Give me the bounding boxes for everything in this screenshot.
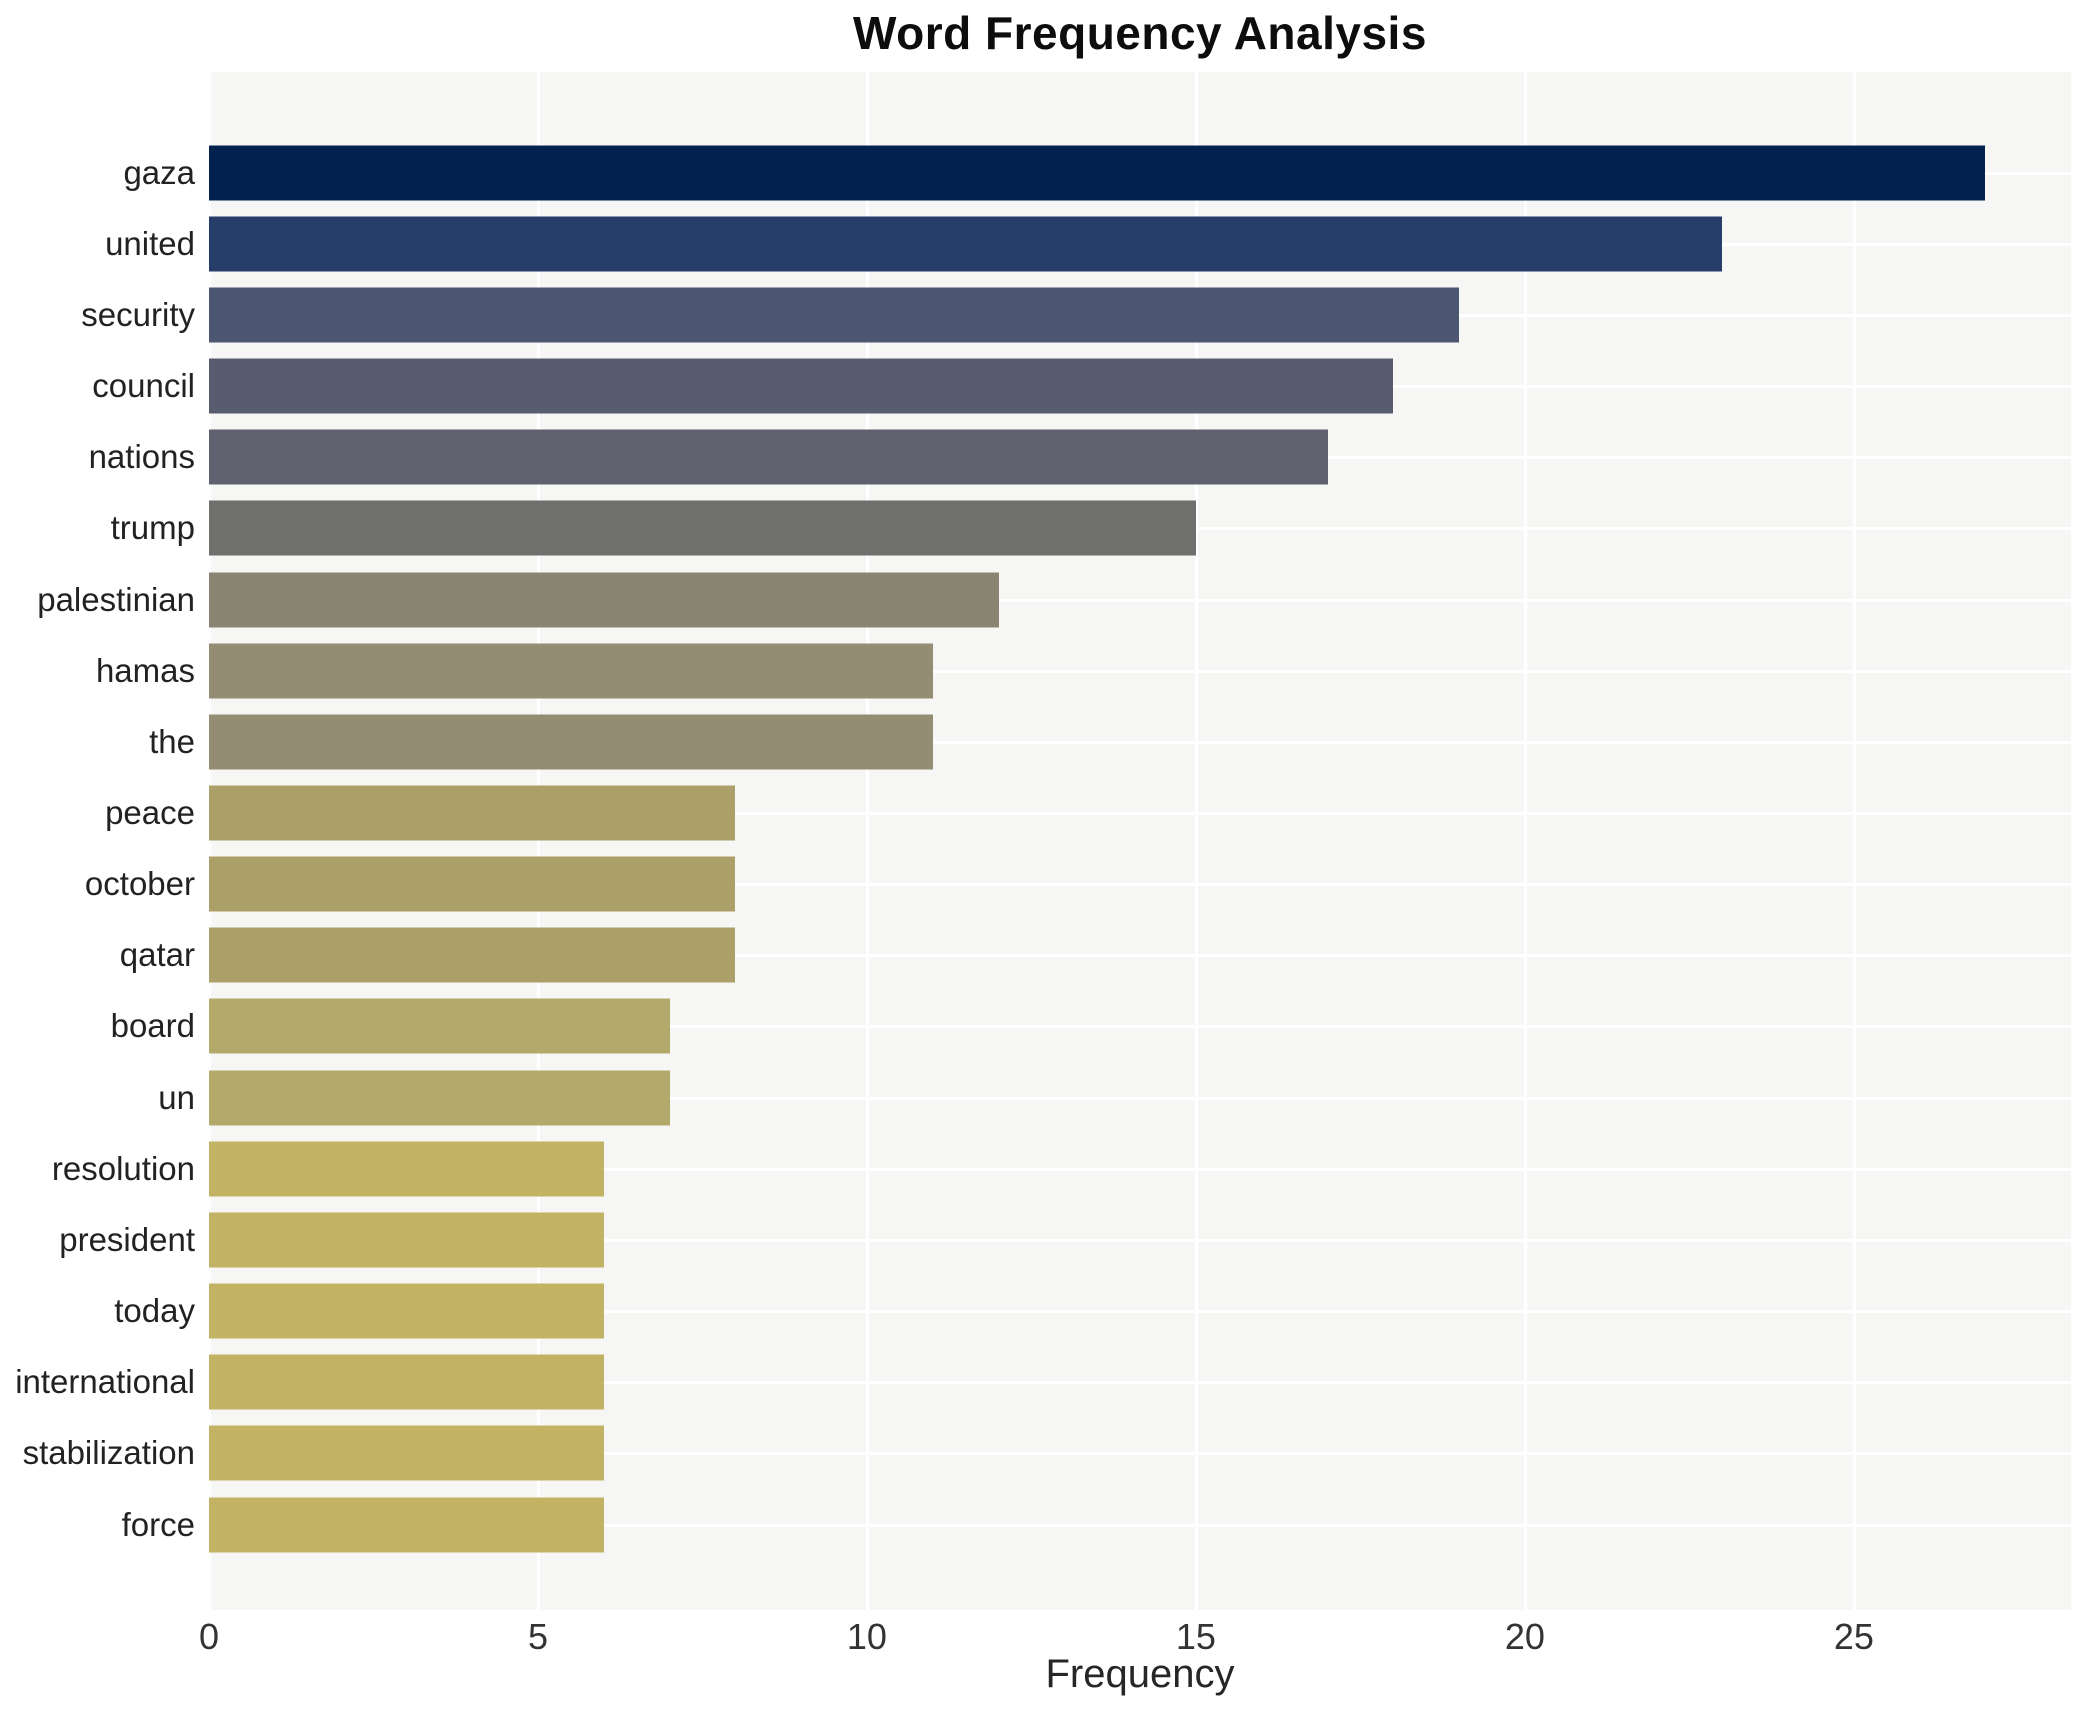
bar-row [209, 849, 2071, 920]
y-axis-label-palestinian: palestinian [37, 580, 195, 618]
bar-row [209, 1489, 2071, 1560]
bar-row [209, 137, 2071, 208]
bar-row [209, 1062, 2071, 1133]
bar-rows [209, 72, 2071, 1610]
x-axis-tick-label: 10 [846, 1616, 887, 1657]
frequency-bar-un [209, 1070, 670, 1126]
frequency-bar-trump [209, 500, 1196, 556]
horizontal-gridline [209, 1167, 2071, 1171]
plot-area [208, 72, 2071, 1610]
y-axis-labels: gaza united security council nations trump pal… [0, 72, 195, 1610]
y-axis-label-the: the [149, 722, 195, 760]
horizontal-gridline [209, 1096, 2071, 1100]
frequency-bar-today [209, 1283, 604, 1339]
bar-row [209, 1347, 2071, 1418]
bar-row [209, 635, 2071, 706]
bar-row [209, 493, 2071, 564]
bar-row [209, 991, 2071, 1062]
frequency-bar-board [209, 998, 670, 1054]
bar-row [209, 706, 2071, 777]
frequency-bar-council [209, 358, 1394, 414]
chart-title: Word Frequency Analysis [853, 7, 1427, 59]
bar-row [209, 1204, 2071, 1275]
bar-row [209, 208, 2071, 279]
bar-row [209, 1133, 2071, 1204]
bar-row [209, 1418, 2071, 1489]
y-axis-label-board: board [110, 1007, 195, 1045]
y-axis-label-force: force [121, 1505, 195, 1543]
horizontal-gridline [209, 1381, 2071, 1385]
frequency-bar-peace [209, 785, 736, 841]
x-axis-tick-label: 5 [527, 1616, 548, 1657]
horizontal-gridline [209, 1523, 2071, 1527]
vertical-gridline [536, 72, 540, 1610]
y-axis-label-president: president [59, 1220, 195, 1258]
bar-row [209, 564, 2071, 635]
x-axis-tick-label: 0 [198, 1616, 220, 1657]
horizontal-gridline [209, 1025, 2071, 1029]
frequency-bar-palestinian [209, 572, 999, 628]
x-axis-tick-label: 15 [1175, 1616, 1216, 1657]
bar-row [209, 920, 2071, 991]
vertical-gridline [1852, 72, 1856, 1610]
horizontal-gridline [209, 740, 2071, 744]
y-axis-label-gaza: gaza [123, 153, 195, 191]
frequency-bar-president [209, 1212, 604, 1268]
y-axis-label-united: united [105, 224, 195, 262]
frequency-bar-october [209, 856, 736, 912]
vertical-gridline [865, 72, 869, 1610]
horizontal-gridline [209, 883, 2071, 887]
frequency-bar-gaza [209, 145, 1986, 201]
frequency-bar-hamas [209, 643, 933, 699]
y-axis-label-un: un [158, 1078, 195, 1116]
y-axis-label-today: today [114, 1292, 195, 1330]
horizontal-gridline [209, 1310, 2071, 1314]
x-axis-label: Frequency [1045, 1652, 1235, 1696]
frequency-bar-force [209, 1497, 604, 1553]
frequency-bar-security [209, 287, 1460, 343]
x-axis-tick-label: 20 [1504, 1616, 1545, 1657]
frequency-bar-stabilization [209, 1425, 604, 1481]
y-axis-label-resolution: resolution [51, 1149, 195, 1187]
frequency-bar-international [209, 1354, 604, 1410]
bar-row [209, 422, 2071, 493]
bar-row [209, 1276, 2071, 1347]
x-axis-tick-label: 25 [1833, 1616, 1874, 1657]
bar-row [209, 350, 2071, 421]
y-axis-label-security: security [81, 295, 195, 333]
bar-row [209, 777, 2071, 848]
vertical-gridline [1194, 72, 1198, 1610]
y-axis-label-october: october [84, 865, 195, 903]
horizontal-gridline [209, 954, 2071, 958]
horizontal-gridline [209, 598, 2071, 602]
y-axis-label-peace: peace [105, 793, 195, 831]
y-axis-label-council: council [92, 367, 195, 405]
frequency-bar-qatar [209, 927, 736, 983]
y-axis-label-hamas: hamas [95, 651, 195, 689]
frequency-bar-resolution [209, 1141, 604, 1197]
horizontal-gridline [209, 1238, 2071, 1242]
y-axis-label-nations: nations [88, 438, 195, 476]
vertical-gridline [1523, 72, 1527, 1610]
y-axis-label-stabilization: stabilization [22, 1434, 195, 1472]
y-axis-label-qatar: qatar [119, 936, 195, 974]
bar-row [209, 279, 2071, 350]
horizontal-gridline [209, 1452, 2071, 1456]
vertical-gridline [208, 72, 211, 1610]
frequency-bar-nations [209, 429, 1328, 485]
horizontal-gridline [209, 811, 2071, 815]
y-axis-label-trump: trump [110, 509, 195, 547]
frequency-bar-the [209, 714, 933, 770]
y-axis-label-international: international [15, 1363, 195, 1401]
frequency-bar-united [209, 216, 1723, 272]
horizontal-gridline [209, 669, 2071, 673]
